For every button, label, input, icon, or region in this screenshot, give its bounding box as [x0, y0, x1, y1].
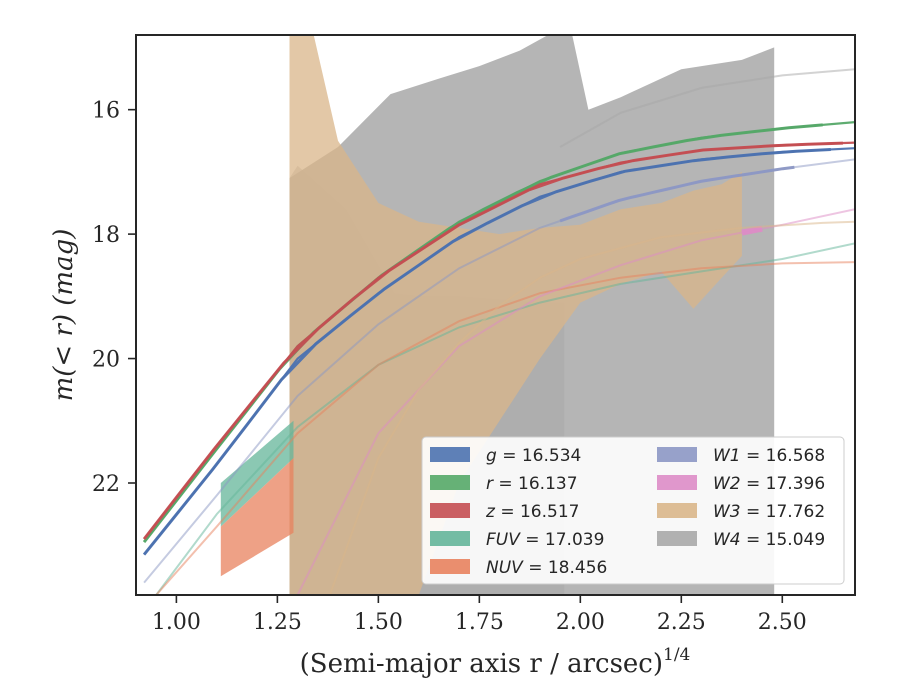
- y-tick-label: 22: [92, 472, 120, 497]
- band-w3: [289, 35, 742, 595]
- legend-swatch-fuv: [430, 531, 470, 546]
- legend-label-z: z = 16.517: [485, 502, 579, 522]
- model-curves: [142, 68, 855, 595]
- legend: g = 16.534 r = 16.137 z = 16.517 FUV = 17.0…: [421, 436, 845, 585]
- y-tick-label: 20: [92, 348, 120, 373]
- x-axis-exponent: 1/4: [663, 645, 690, 665]
- band-nuv: [220, 458, 294, 577]
- y-tick-label: 18: [92, 223, 120, 248]
- x-tick-label: 1.75: [455, 610, 504, 635]
- legend-swatch-r: [430, 475, 470, 490]
- data-profile-w1: [559, 165, 795, 223]
- x-tick-label: 2.50: [758, 610, 807, 635]
- model-curve-w4: [559, 68, 855, 148]
- legend-label-w2: W2 = 17.396: [713, 474, 825, 494]
- legend-swatch-w2: [657, 475, 697, 490]
- legend-label-w1: W1 = 16.568: [713, 446, 825, 466]
- model-curve-w3: [328, 220, 855, 595]
- model-curve-nuv: [155, 261, 855, 595]
- legend-label-w3: W3 = 17.762: [713, 502, 825, 522]
- x-tick-label: 1.25: [253, 610, 302, 635]
- legend-box: [421, 436, 845, 585]
- data-profile-g: [142, 148, 831, 556]
- data-profile-z: [142, 141, 843, 540]
- legend-swatch-g: [430, 447, 470, 462]
- x-axis-title: (Semi-major axis r / arcsec)1/4: [300, 645, 691, 679]
- legend-swatch-w3: [657, 503, 697, 518]
- x-tick-label: 2.00: [556, 610, 605, 635]
- y-axis: 16 18 20 22: [92, 99, 136, 497]
- x-tick-label: 1.50: [354, 610, 403, 635]
- plot-frame: [135, 34, 856, 596]
- legend-swatch-z: [430, 503, 470, 518]
- y-axis-title: m(< r) (mag): [49, 229, 79, 402]
- legend-label-w4: W4 = 15.049: [713, 530, 825, 550]
- y-tick-label: 16: [92, 99, 120, 124]
- data-profile-w2: [741, 225, 763, 236]
- model-curve-w2: [296, 208, 855, 595]
- x-axis: 1.00 1.25 1.50 1.75 2.00 2.25 2.50: [152, 595, 807, 635]
- legend-label-fuv: FUV = 17.039: [486, 530, 604, 550]
- legend-swatch-nuv: [430, 559, 470, 574]
- x-tick-label: 2.25: [657, 610, 706, 635]
- legend-swatch-w4: [657, 531, 697, 546]
- legend-label-nuv: NUV = 18.456: [486, 558, 607, 578]
- legend-label-g: g = 16.534: [486, 446, 581, 466]
- legend-label-r: r = 16.137: [486, 474, 578, 494]
- x-tick-label: 1.00: [152, 610, 201, 635]
- legend-swatch-w1: [657, 447, 697, 462]
